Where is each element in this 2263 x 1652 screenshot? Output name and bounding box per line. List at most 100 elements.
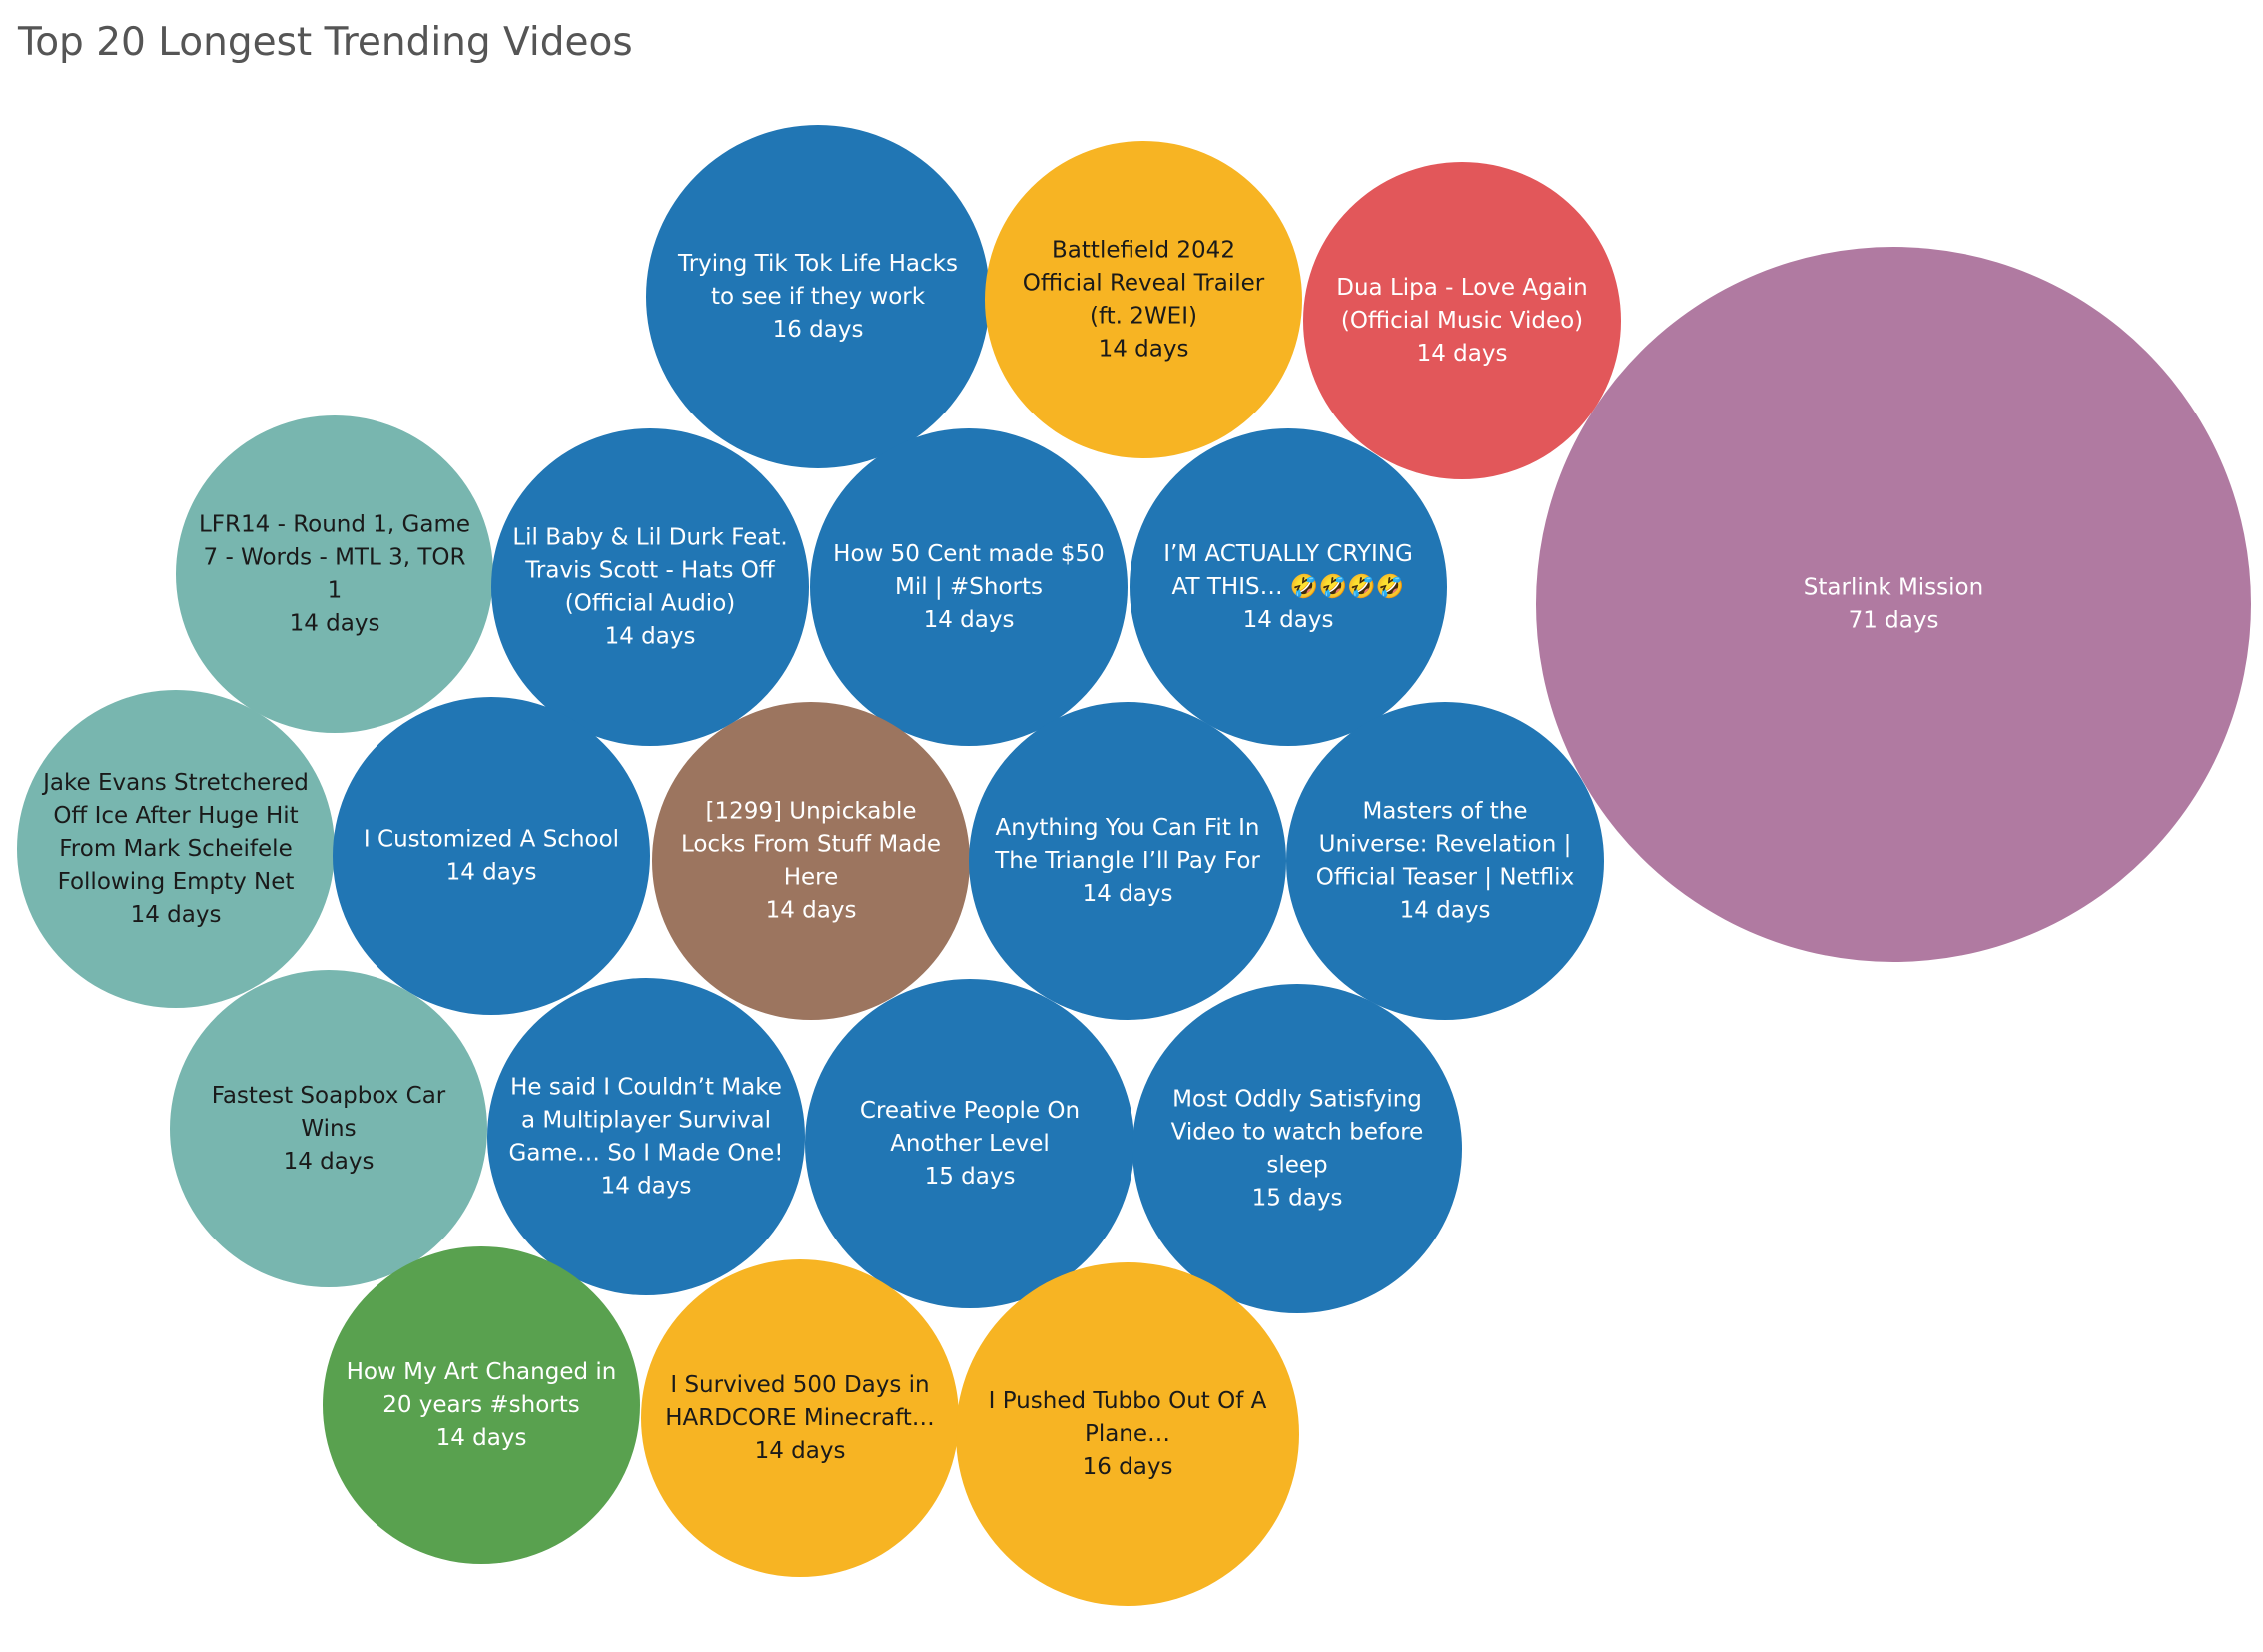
- bubble[interactable]: Dua Lipa - Love Again (Official Music Vid…: [1303, 162, 1621, 479]
- bubble-label: I Survived 500 Days in HARDCORE Minecraft…: [665, 1372, 935, 1464]
- bubble-circle[interactable]: [805, 979, 1134, 1308]
- bubble[interactable]: How 50 Cent made $50 Mil | #Shorts 14 days: [810, 428, 1128, 746]
- bubble-circle[interactable]: [1536, 247, 2251, 962]
- bubble-value: 14 days: [601, 1173, 692, 1199]
- bubble-circle[interactable]: [969, 702, 1286, 1020]
- bubble-circle[interactable]: [810, 428, 1128, 746]
- bubble[interactable]: Most Oddly Satisfying Video to watch befo…: [1132, 984, 1462, 1313]
- bubble-value: 14 days: [436, 1425, 527, 1451]
- bubble-value: 14 days: [755, 1438, 846, 1464]
- bubble-value: 15 days: [1252, 1185, 1343, 1211]
- bubble-label: Most Oddly Satisfying Video to watch befo…: [1171, 1086, 1424, 1211]
- bubble[interactable]: Trying Tik Tok Life Hacks to see if they …: [646, 125, 990, 468]
- bubble-circle[interactable]: [487, 978, 805, 1295]
- bubble-circle[interactable]: [491, 428, 809, 746]
- bubble-value: 14 days: [924, 607, 1015, 633]
- bubble-title-line: Creative People On: [860, 1098, 1080, 1124]
- bubble-title-line: Fastest Soapbox Car: [212, 1083, 446, 1109]
- bubble-title-line: Following Empty Net: [58, 869, 295, 895]
- bubble-circle[interactable]: [170, 970, 487, 1287]
- bubble-circle[interactable]: [1286, 702, 1604, 1020]
- bubble-label: LFR14 - Round 1, Game 7 - Words - MTL 3, …: [199, 511, 470, 636]
- bubble-value: 14 days: [1400, 897, 1491, 923]
- bubble-value: 14 days: [605, 623, 696, 649]
- bubble-title-line: Starlink Mission: [1804, 574, 1983, 600]
- bubble[interactable]: He said I Couldn’t Make a Multiplayer Sur…: [487, 978, 805, 1295]
- bubble-title-line: Anything You Can Fit In: [995, 815, 1259, 841]
- bubble-circle[interactable]: [17, 690, 335, 1008]
- bubble-title-line: From Mark Scheifele: [59, 836, 292, 862]
- bubble-title-line: Dua Lipa - Love Again: [1336, 275, 1587, 301]
- bubble-value: 16 days: [1083, 1454, 1173, 1480]
- bubble-label: Creative People On Another Level 15 days: [860, 1098, 1080, 1190]
- bubble[interactable]: [1299] Unpickable Locks From Stuff Made He…: [652, 702, 970, 1020]
- bubble-label: How 50 Cent made $50 Mil | #Shorts 14 days: [833, 541, 1105, 633]
- bubble[interactable]: Anything You Can Fit In The Triangle I’ll…: [969, 702, 1286, 1020]
- bubble-title-line: Locks From Stuff Made: [681, 831, 941, 857]
- bubble-title-line: The Triangle I’ll Pay For: [994, 848, 1260, 874]
- bubble-circle[interactable]: [323, 1246, 640, 1564]
- bubble-value: 14 days: [1243, 607, 1334, 633]
- bubble-title-line: Plane…: [1085, 1421, 1170, 1447]
- bubble-title-line: Travis Scott - Hats Off: [524, 557, 776, 583]
- bubble-circle[interactable]: [956, 1262, 1299, 1606]
- bubble[interactable]: I Survived 500 Days in HARDCORE Minecraft…: [641, 1259, 959, 1577]
- bubble[interactable]: How My Art Changed in 20 years #shorts 14 …: [323, 1246, 640, 1564]
- bubble-circle[interactable]: [333, 697, 650, 1015]
- bubble-circle[interactable]: [985, 141, 1302, 458]
- bubble[interactable]: Lil Baby & Lil Durk Feat. Travis Scott - …: [491, 428, 809, 746]
- bubble-title-line: (ft. 2WEI): [1090, 303, 1197, 329]
- bubble-title-line: I’M ACTUALLY CRYING: [1163, 541, 1413, 567]
- bubble-title-line: Here: [784, 864, 839, 890]
- bubble-title-line: Game… So I Made One!: [509, 1140, 784, 1166]
- bubble-title-line: Most Oddly Satisfying: [1172, 1086, 1422, 1112]
- bubble-value: 15 days: [925, 1164, 1016, 1190]
- bubble-label: Dua Lipa - Love Again (Official Music Vid…: [1336, 275, 1587, 367]
- bubble-label: Trying Tik Tok Life Hacks to see if they …: [677, 251, 958, 343]
- bubble-title-line: I Survived 500 Days in: [670, 1372, 929, 1398]
- bubble-value: 14 days: [1417, 341, 1508, 367]
- bubble-value: 16 days: [773, 317, 864, 343]
- bubble[interactable]: I Customized A School 14 days: [333, 697, 650, 1015]
- bubble-label: Fastest Soapbox Car Wins 14 days: [212, 1083, 446, 1175]
- bubble-circle[interactable]: [646, 125, 990, 468]
- bubble-value: 14 days: [1099, 336, 1189, 362]
- bubble-label: I’M ACTUALLY CRYING AT THIS… 🤣🤣🤣🤣 14 days: [1163, 541, 1413, 633]
- bubble-title-line: (Official Audio): [565, 590, 736, 616]
- bubble-title-line: He said I Couldn’t Make: [510, 1074, 782, 1100]
- bubble-title-line: Wins: [301, 1116, 356, 1142]
- bubble-title-line: LFR14 - Round 1, Game: [199, 511, 470, 537]
- bubble-title-line: Trying Tik Tok Life Hacks: [677, 251, 958, 277]
- bubble-label: Jake Evans Stretchered Off Ice After Huge…: [41, 770, 309, 928]
- bubble-circle[interactable]: [176, 415, 493, 733]
- bubble[interactable]: Creative People On Another Level 15 days: [805, 979, 1134, 1308]
- bubble-circle[interactable]: [1130, 428, 1447, 746]
- bubble-title-line: Universe: Revelation |: [1319, 831, 1572, 857]
- bubble-circle[interactable]: [1132, 984, 1462, 1313]
- bubble-title-line: Battlefield 2042: [1052, 237, 1235, 263]
- bubble-label: How My Art Changed in 20 years #shorts 14 …: [347, 1359, 617, 1451]
- bubble-value: 71 days: [1849, 607, 1939, 633]
- bubble-circle[interactable]: [1303, 162, 1621, 479]
- bubble-title-line: I Pushed Tubbo Out Of A: [989, 1388, 1267, 1414]
- bubble-circle[interactable]: [641, 1259, 959, 1577]
- bubble[interactable]: I Pushed Tubbo Out Of A Plane… 16 days: [956, 1262, 1299, 1606]
- bubble-label: I Pushed Tubbo Out Of A Plane… 16 days: [989, 1388, 1267, 1480]
- bubble[interactable]: Fastest Soapbox Car Wins 14 days: [170, 970, 487, 1287]
- bubble-circle[interactable]: [652, 702, 970, 1020]
- bubble-title-line: I Customized A School: [364, 826, 619, 852]
- bubble[interactable]: Jake Evans Stretchered Off Ice After Huge…: [17, 690, 335, 1008]
- bubble[interactable]: Masters of the Universe: Revelation | Offi…: [1286, 702, 1604, 1020]
- bubble-label: Masters of the Universe: Revelation | Offi…: [1316, 798, 1574, 923]
- bubble[interactable]: Starlink Mission 71 days: [1536, 247, 2251, 962]
- bubble-value: 14 days: [131, 902, 222, 928]
- bubble[interactable]: LFR14 - Round 1, Game 7 - Words - MTL 3, …: [176, 415, 493, 733]
- bubble-value: 14 days: [284, 1149, 375, 1175]
- bubble-value: 14 days: [766, 897, 857, 923]
- bubble[interactable]: I’M ACTUALLY CRYING AT THIS… 🤣🤣🤣🤣 14 days: [1130, 428, 1447, 746]
- bubble-label: [1299] Unpickable Locks From Stuff Made He…: [681, 798, 941, 923]
- bubble-title-line: 1: [328, 577, 343, 603]
- bubble[interactable]: Battlefield 2042 Official Reveal Trailer (…: [985, 141, 1302, 458]
- bubble-label: Lil Baby & Lil Durk Feat. Travis Scott - …: [512, 524, 787, 649]
- bubble-title-line: (Official Music Video): [1341, 308, 1583, 334]
